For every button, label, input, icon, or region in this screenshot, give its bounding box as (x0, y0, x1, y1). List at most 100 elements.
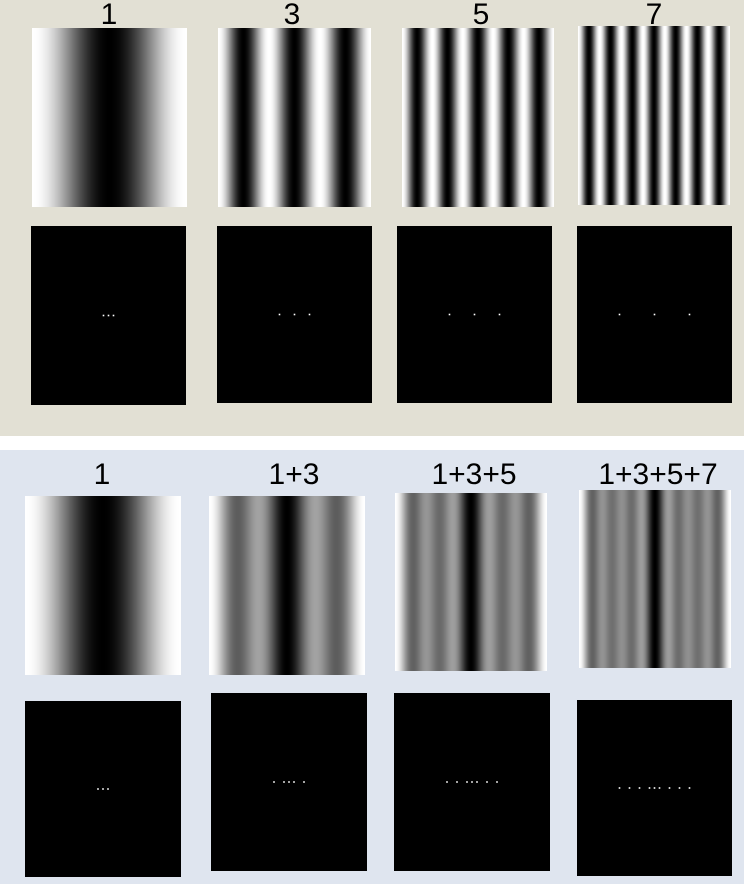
grating-column (703, 26, 705, 205)
grating-column (596, 26, 598, 205)
grating-column (688, 490, 690, 668)
grating-column (280, 28, 282, 207)
grating-column (680, 490, 682, 668)
grating-column (690, 26, 692, 205)
grating-column (336, 28, 338, 207)
grating-column (582, 26, 584, 205)
grating-column (445, 493, 447, 671)
grating-column (597, 490, 599, 668)
grating-column (140, 28, 142, 207)
grating-column (334, 28, 336, 207)
grating-column (58, 28, 60, 207)
grating-column (41, 28, 43, 207)
grating-column (493, 28, 495, 207)
grating-column (313, 496, 315, 675)
grating-column (178, 496, 180, 675)
grating-column (171, 496, 173, 675)
grating-column (711, 490, 713, 668)
grating-column (534, 493, 536, 671)
grating-column (645, 26, 647, 205)
grating-column (59, 28, 61, 207)
grating-column (278, 28, 280, 207)
grating-column (679, 490, 681, 668)
grating-column (120, 28, 122, 207)
grating-column (175, 28, 177, 207)
spectrum-dot (648, 787, 651, 789)
grating-column (681, 490, 683, 668)
grating-column (225, 496, 227, 675)
grating-column (143, 496, 145, 675)
grating-column (613, 490, 615, 668)
grating-column (325, 28, 327, 207)
grating-column (146, 28, 148, 207)
grating-column (694, 26, 696, 205)
grating-column (282, 28, 284, 207)
grating-column (483, 493, 485, 671)
grating-column (104, 496, 106, 675)
grating-column (121, 496, 123, 675)
grating-column (285, 496, 287, 675)
grating-column (617, 490, 619, 668)
grating-column (462, 28, 464, 207)
grating-column (286, 496, 288, 675)
grating-column (710, 490, 712, 668)
grating-column (614, 490, 616, 668)
grating-column (283, 496, 285, 675)
spectrum-dot (102, 314, 105, 317)
grating-column (630, 26, 632, 205)
grating-column (434, 493, 436, 671)
grating-column (611, 490, 613, 668)
grating-column (648, 26, 650, 205)
grating-column (74, 496, 76, 675)
grating-column (701, 490, 703, 668)
grating-column (633, 26, 635, 205)
grating-column (430, 493, 432, 671)
grating-column (689, 26, 691, 205)
grating-column (312, 28, 314, 207)
grating-column (36, 496, 38, 675)
grating-column (666, 26, 668, 205)
grating-column (70, 28, 72, 207)
grating-column (592, 26, 594, 205)
grating-column (54, 28, 56, 207)
grating-column (61, 28, 63, 207)
grating-column (504, 28, 506, 207)
grating-column (299, 496, 301, 675)
grating-column (47, 496, 49, 675)
grating-column (459, 28, 461, 207)
grating-column (280, 496, 282, 675)
grating-column (702, 26, 704, 205)
grating-column (310, 28, 312, 207)
grating-column (268, 28, 270, 207)
grating-column (287, 28, 289, 207)
label-top-1: 1 (100, 0, 118, 31)
grating-column (669, 26, 671, 205)
grating-column (415, 493, 417, 671)
grating-column (309, 28, 311, 207)
grating-column (327, 496, 329, 675)
grating-column (468, 493, 470, 671)
grating-column (454, 493, 456, 671)
grating-column (95, 28, 97, 207)
grating-column (99, 28, 101, 207)
grating-column (332, 496, 334, 675)
grating-column (437, 28, 439, 207)
grating-column (407, 28, 409, 207)
grating-column (594, 490, 596, 668)
grating-column (402, 28, 404, 207)
grating-column (339, 496, 341, 675)
grating-top-1 (32, 28, 187, 207)
grating-column (133, 28, 135, 207)
grating-column (410, 493, 412, 671)
grating-column (608, 490, 610, 668)
grating-column (154, 28, 156, 207)
grating-column (611, 26, 613, 205)
grating-column (128, 496, 130, 675)
grating-column (624, 26, 626, 205)
grating-column (132, 28, 134, 207)
grating-column (619, 26, 621, 205)
grating-column (130, 496, 132, 675)
grating-column (100, 496, 102, 675)
grating-column (170, 496, 172, 675)
grating-column (300, 28, 302, 207)
